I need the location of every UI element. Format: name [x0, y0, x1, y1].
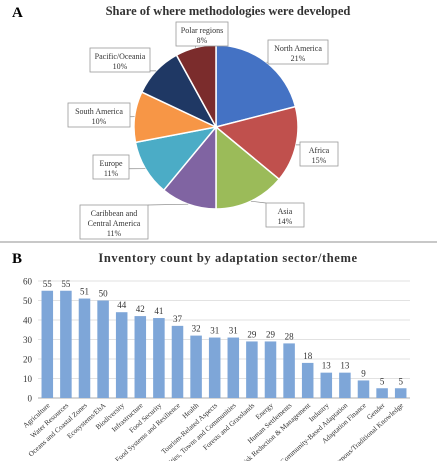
bar-value-label: 50 [99, 289, 109, 299]
slice-value-label: 15% [312, 156, 327, 165]
panel-a-pie-chart: A Share of where methodologies were devel… [0, 0, 437, 241]
bar [265, 341, 277, 398]
slice-value-label: 14% [278, 217, 293, 226]
bar [190, 336, 202, 398]
bar [302, 363, 314, 398]
bar-value-label: 55 [43, 279, 53, 289]
slice-label-line: Africa [309, 146, 330, 155]
slice-value-label: 21% [291, 54, 306, 63]
bar [172, 326, 184, 398]
bar-chart-svg: B Inventory count by adaptation sector/th… [0, 243, 437, 461]
y-tick-label: 40 [23, 316, 33, 326]
slice-label-line: Polar regions [181, 26, 223, 35]
panel-b-bar-chart: B Inventory count by adaptation sector/th… [0, 243, 437, 461]
bar [60, 291, 72, 398]
y-tick-label: 20 [23, 355, 33, 365]
panel-label-b: B [12, 251, 22, 267]
bar-value-label: 29 [266, 329, 276, 339]
bar-chart-title: Inventory count by adaptation sector/the… [98, 251, 357, 265]
callout-leader [148, 204, 188, 205]
bar [395, 388, 407, 398]
bar [209, 338, 221, 398]
slice-label-line: Pacific/Oceania [95, 52, 146, 61]
slice-label-line: Asia [278, 207, 293, 216]
panel-label-a: A [12, 5, 23, 21]
y-tick-label: 60 [23, 277, 33, 287]
bar-value-label: 29 [247, 329, 257, 339]
bar-value-label: 37 [173, 314, 183, 324]
bar [97, 301, 109, 399]
slice-label-line: Caribbean and [91, 209, 137, 218]
bar [246, 341, 258, 398]
bar [135, 316, 147, 398]
bar-value-label: 28 [285, 331, 295, 341]
callout-leader [251, 201, 266, 203]
bar-value-label: 41 [154, 306, 163, 316]
bar-value-label: 13 [322, 361, 332, 371]
bar-value-label: 13 [340, 361, 350, 371]
bar-value-label: 5 [380, 376, 385, 386]
bar-value-label: 32 [192, 324, 201, 334]
slice-value-label: 8% [197, 36, 208, 45]
slice-value-label: 11% [107, 229, 122, 238]
bar [358, 380, 370, 398]
slice-value-label: 10% [92, 117, 107, 126]
bar [283, 343, 295, 398]
bar [376, 388, 388, 398]
slice-value-label: 11% [104, 169, 119, 178]
bar-value-label: 31 [229, 326, 238, 336]
bar-value-label: 5 [398, 376, 403, 386]
bar [339, 373, 351, 398]
bar-value-label: 18 [303, 351, 313, 361]
bar [79, 299, 91, 398]
bar [228, 338, 240, 398]
slice-value-label: 10% [113, 62, 128, 71]
pie-chart-svg: A Share of where methodologies were devel… [0, 0, 437, 241]
bar-value-label: 55 [61, 279, 71, 289]
bar-value-label: 42 [136, 304, 145, 314]
bar [116, 312, 128, 398]
y-tick-label: 50 [23, 296, 33, 306]
slice-label-line: Central America [88, 219, 141, 228]
y-tick-label: 0 [28, 394, 33, 404]
bar [321, 373, 333, 398]
bar-value-label: 51 [80, 287, 89, 297]
slice-label-line: Europe [99, 159, 123, 168]
bar-value-label: 31 [210, 326, 219, 336]
bar-value-label: 44 [117, 300, 127, 310]
slice-label-line: South America [75, 107, 123, 116]
slice-label-line: North America [274, 44, 322, 53]
pie-chart-title: Share of where methodologies were develo… [106, 4, 351, 18]
bar [153, 318, 165, 398]
bar-value-label: 9 [361, 368, 366, 378]
y-tick-label: 30 [23, 335, 33, 345]
bar [42, 291, 54, 398]
y-tick-label: 10 [23, 374, 33, 384]
